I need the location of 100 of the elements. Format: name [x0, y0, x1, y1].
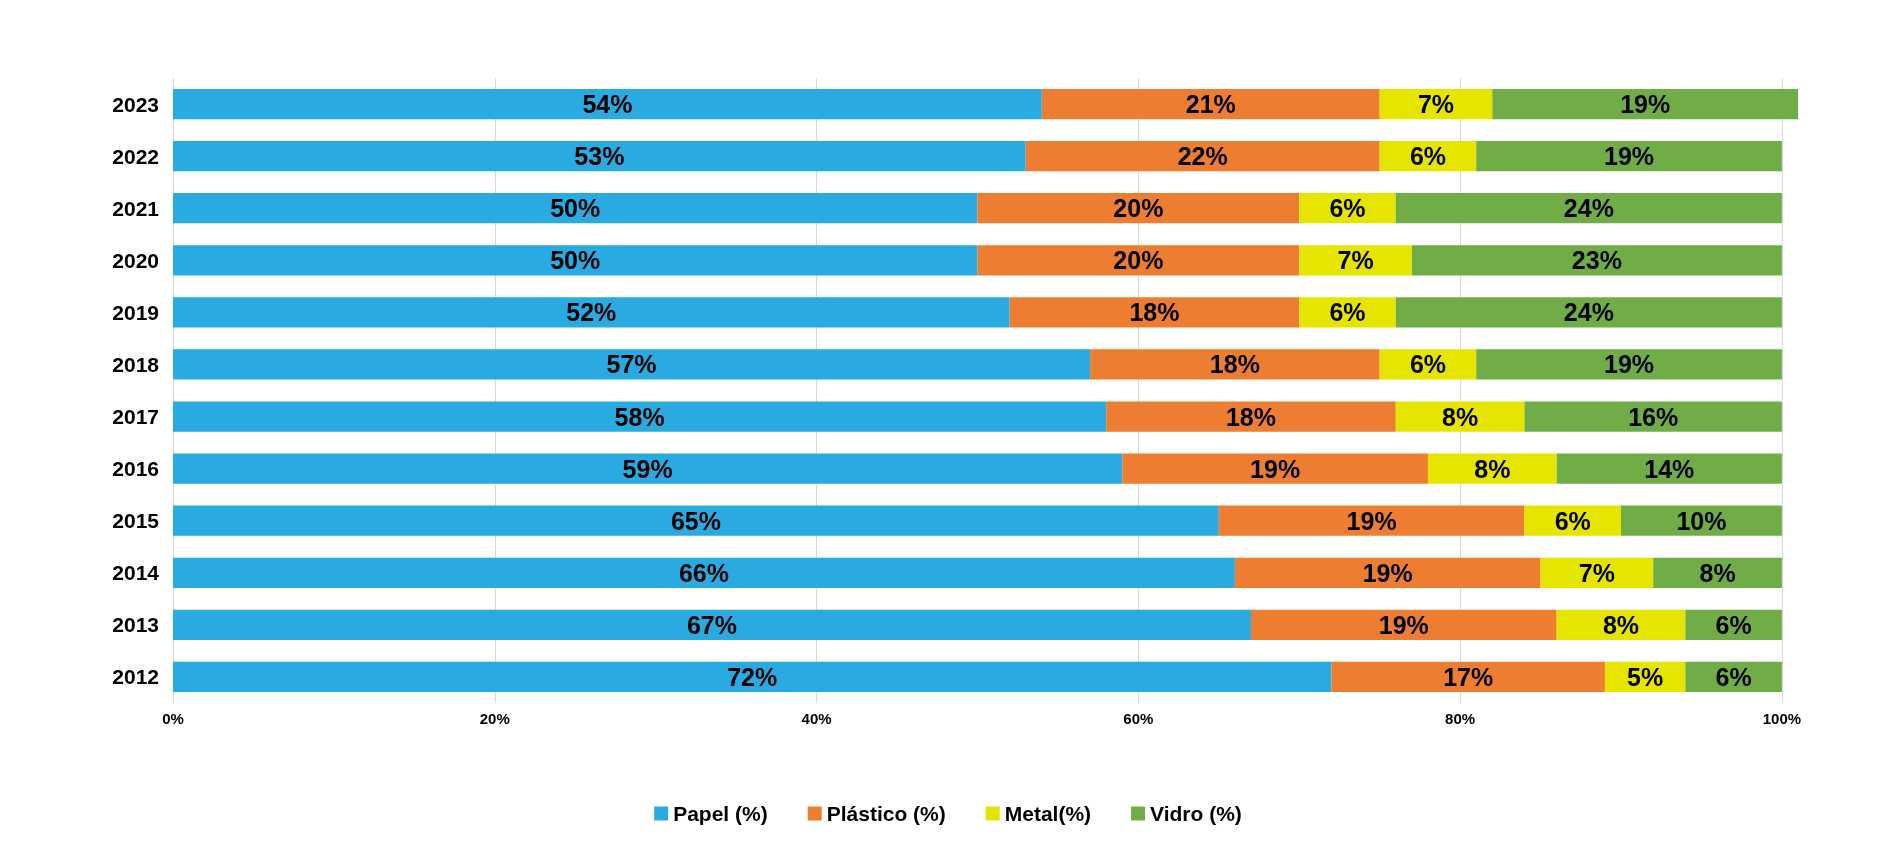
data-label: 8% — [1602, 610, 1640, 639]
bar — [1025, 141, 1380, 172]
bar — [173, 88, 1042, 120]
data-label: 14% — [1644, 454, 1695, 483]
data-label: 24% — [1563, 194, 1614, 223]
data-label: 19% — [1604, 350, 1655, 379]
bar — [1476, 141, 1782, 172]
data-label: 59% — [622, 454, 673, 483]
data-label: 8% — [1699, 558, 1736, 587]
bar — [173, 453, 1123, 484]
y-tick-label: 2020 — [112, 248, 159, 272]
x-tick-label: 100% — [1762, 710, 1802, 727]
data-label: 57% — [606, 350, 657, 379]
y-tick-label: 2023 — [112, 92, 159, 116]
data-label: 10% — [1676, 506, 1727, 535]
data-label: 19% — [1378, 610, 1429, 639]
legend-label: Vidro (%) — [1150, 802, 1242, 825]
bar — [173, 193, 978, 224]
x-tick-label: 40% — [801, 710, 832, 727]
y-tick-label: 2012 — [112, 665, 159, 689]
legend-label: Plástico (%) — [826, 802, 946, 825]
data-label: 5% — [1627, 662, 1664, 691]
bar — [977, 245, 1300, 276]
data-label: 20% — [1113, 246, 1164, 275]
y-tick-label: 2017 — [112, 405, 159, 429]
bar — [1411, 245, 1782, 276]
data-label: 7% — [1417, 90, 1455, 119]
data-label: 50% — [550, 246, 601, 275]
y-tick-label: 2015 — [112, 509, 160, 533]
bar — [1250, 609, 1557, 640]
data-label: 16% — [1628, 402, 1679, 431]
data-label: 67% — [686, 610, 738, 639]
bar — [173, 401, 1107, 432]
bar — [1234, 557, 1541, 588]
data-label: 6% — [1715, 662, 1752, 691]
y-tick-label: 2014 — [112, 561, 160, 585]
data-label: 20% — [1113, 194, 1164, 223]
data-label: 19% — [1620, 90, 1671, 119]
bar — [1041, 88, 1380, 120]
data-label: 22% — [1177, 142, 1228, 171]
data-label: 23% — [1571, 246, 1622, 275]
bar — [1524, 401, 1782, 432]
y-tick-label: 2013 — [112, 613, 159, 637]
data-label: 6% — [1329, 194, 1366, 223]
y-tick-label: 2021 — [112, 196, 160, 220]
bar — [173, 297, 1010, 328]
bar — [1106, 401, 1396, 432]
data-label: 8% — [1474, 454, 1511, 483]
bar — [1122, 453, 1428, 484]
data-label: 24% — [1563, 298, 1614, 327]
data-label: 19% — [1362, 558, 1413, 587]
x-tick-label: 0% — [162, 710, 184, 727]
data-label: 66% — [678, 558, 729, 587]
y-tick-label: 2019 — [112, 300, 159, 324]
data-label: 54% — [582, 90, 633, 119]
bar — [1331, 661, 1605, 693]
data-label: 52% — [566, 298, 617, 327]
bar — [1395, 297, 1782, 328]
data-label: 18% — [1129, 298, 1180, 327]
bar — [1218, 505, 1525, 536]
legend-label: Metal(%) — [1004, 802, 1092, 825]
data-label: 58% — [614, 402, 665, 431]
data-label: 19% — [1604, 142, 1655, 171]
bar — [173, 245, 978, 276]
y-tick-label: 2018 — [112, 352, 160, 376]
data-label: 6% — [1409, 350, 1447, 379]
data-label: 50% — [550, 194, 601, 223]
data-label: 6% — [1554, 506, 1591, 535]
data-label: 7% — [1337, 246, 1374, 275]
data-label: 6% — [1715, 610, 1752, 639]
bar — [1009, 297, 1300, 328]
y-tick-label: 2016 — [112, 457, 159, 481]
bar — [1299, 245, 1412, 276]
bar — [173, 661, 1332, 693]
bar — [1395, 193, 1782, 224]
data-label: 6% — [1329, 298, 1366, 327]
bar — [173, 609, 1251, 640]
data-label: 18% — [1209, 350, 1260, 379]
bar — [173, 349, 1091, 380]
legend-label: Papel (%) — [673, 802, 768, 825]
x-tick-label: 80% — [1445, 710, 1476, 727]
bar — [173, 141, 1026, 172]
bar — [173, 505, 1219, 536]
x-tick-label: 60% — [1123, 710, 1154, 727]
data-label: 53% — [574, 142, 625, 171]
data-label: 8% — [1442, 402, 1479, 431]
data-label: 19% — [1346, 506, 1397, 535]
bar — [1556, 453, 1782, 484]
y-tick-label: 2022 — [112, 144, 159, 168]
x-tick-label: 20% — [479, 710, 510, 727]
data-label: 18% — [1225, 402, 1276, 431]
bar — [977, 193, 1300, 224]
data-label: 21% — [1185, 90, 1236, 119]
bar — [1395, 401, 1525, 432]
data-label: 7% — [1578, 558, 1615, 587]
data-label: 6% — [1409, 142, 1447, 171]
bar — [1476, 349, 1782, 380]
bar — [1090, 349, 1380, 380]
data-label: 19% — [1250, 454, 1301, 483]
data-label: 65% — [670, 506, 721, 535]
